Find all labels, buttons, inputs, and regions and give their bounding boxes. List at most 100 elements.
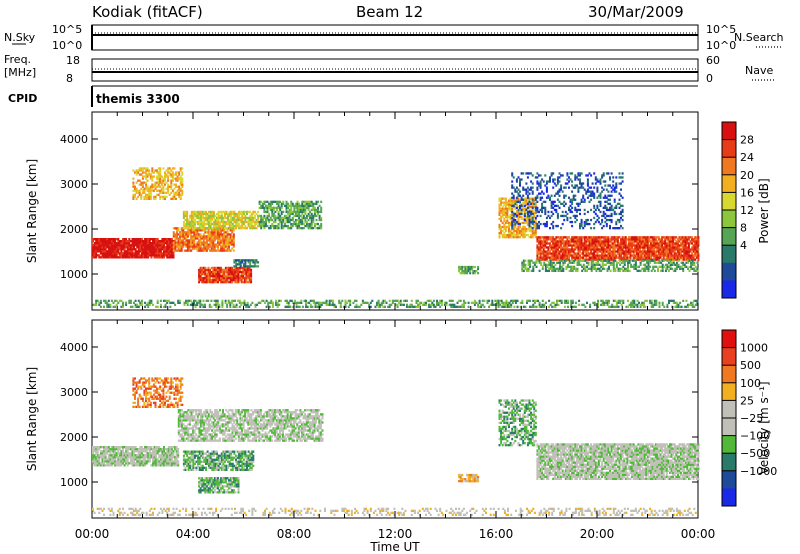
data-cell-power-9 — [607, 244, 610, 247]
data-cell-power-2 — [179, 239, 182, 242]
data-cell-power-0 — [169, 305, 172, 308]
data-cell-power-2 — [224, 245, 227, 248]
data-cell-power-2 — [188, 229, 191, 232]
data-cell-power-3 — [220, 227, 223, 230]
data-cell-power-1 — [126, 250, 129, 253]
data-cell-power-6 — [132, 197, 135, 200]
data-cell-power-9 — [620, 238, 622, 241]
data-cell-power-1 — [156, 254, 159, 257]
data-cell-power-1 — [125, 256, 128, 259]
data-cell-power-8 — [504, 197, 507, 200]
data-cell-power-5 — [213, 276, 216, 280]
data-cell-power-11 — [530, 210, 533, 214]
data-cell-power-3 — [239, 212, 242, 216]
data-cell-power-5 — [210, 281, 213, 284]
data-cell-power-1 — [139, 250, 142, 253]
data-cell-power-0 — [224, 301, 227, 304]
data-cell-power-0 — [349, 299, 352, 302]
data-cell-power-0 — [312, 301, 315, 304]
data-cell-power-9 — [616, 242, 619, 245]
data-cell-power-6 — [137, 189, 140, 192]
data-cell-power-9 — [545, 254, 548, 257]
data-cell-power-0 — [535, 299, 538, 302]
data-cell-power-9 — [659, 238, 662, 241]
data-cell-power-11 — [531, 218, 534, 222]
data-cell-power-9 — [629, 254, 632, 257]
data-cell-power-5 — [229, 266, 232, 270]
data-cell-power-8 — [534, 236, 537, 239]
data-cell-power-3 — [203, 216, 206, 220]
data-cell-power-4 — [279, 206, 282, 209]
data-cell-power-6 — [151, 169, 154, 172]
data-cell-power-4 — [291, 218, 294, 222]
data-cell-power-9 — [680, 248, 682, 251]
data-cell-power-0 — [578, 299, 581, 302]
data-cell-power-2 — [212, 239, 215, 242]
data-cell-power-0 — [221, 303, 224, 306]
data-cell-power-9 — [599, 254, 602, 257]
data-cell-power-1 — [156, 252, 159, 255]
data-cell-power-9 — [586, 246, 589, 249]
data-cell-power-1 — [117, 242, 120, 245]
data-cell-power-2 — [228, 241, 230, 244]
data-cell-power-10 — [604, 263, 607, 266]
data-cell-power-1 — [159, 248, 162, 251]
data-cell-power-4 — [298, 220, 301, 224]
data-cell-power-9 — [616, 240, 619, 243]
data-cell-power-4 — [272, 214, 275, 218]
data-cell-power-3 — [219, 224, 222, 228]
data-cell-power-9 — [585, 238, 588, 241]
data-cell-power-2 — [172, 233, 175, 236]
data-cell-power-5 — [243, 279, 246, 282]
data-cell-power-3 — [190, 212, 193, 216]
data-cell-power-9 — [585, 254, 588, 257]
data-cell-power-8 — [520, 221, 523, 225]
data-cell-power-6 — [143, 175, 146, 178]
data-cell-power-11 — [515, 206, 518, 209]
data-cell-power-0 — [671, 305, 674, 308]
data-cell-power-9 — [687, 252, 690, 255]
data-cell-power-9 — [681, 248, 684, 251]
data-cell-power-2 — [196, 245, 199, 248]
data-cell-power-11 — [512, 212, 515, 216]
data-cell-power-6 — [135, 173, 138, 176]
data-cell-power-0 — [519, 301, 522, 304]
data-cell-power-3 — [192, 224, 195, 228]
data-cell-power-2 — [177, 243, 180, 246]
data-cell-power-2 — [172, 243, 175, 246]
data-cell-power-11 — [536, 222, 539, 226]
data-cell-power-0 — [570, 299, 573, 302]
data-cell-power-4 — [263, 210, 266, 214]
data-cell-power-0 — [133, 301, 135, 304]
data-cell-power-2 — [191, 245, 194, 248]
data-cell-power-8 — [503, 211, 506, 214]
data-cell-power-11 — [549, 196, 551, 199]
data-cell-power-1 — [144, 246, 147, 249]
data-cell-power-2 — [210, 235, 213, 238]
data-cell-power-9 — [651, 246, 654, 249]
data-cell-power-2 — [217, 247, 219, 250]
data-cell-power-6 — [149, 187, 152, 190]
data-cell-power-2 — [182, 229, 185, 232]
data-cell-power-1 — [95, 240, 98, 243]
data-cell-power-8 — [506, 201, 509, 204]
data-cell-power-10 — [582, 267, 585, 270]
data-cell-power-4 — [313, 206, 316, 209]
data-cell-power-4 — [272, 208, 275, 212]
data-cell-power-8 — [522, 225, 525, 229]
data-cell-power-5 — [209, 279, 212, 282]
data-cell-power-0 — [331, 299, 334, 302]
data-cell-power-11 — [525, 192, 528, 195]
data-cell-power-9 — [645, 256, 648, 259]
data-cell-power-0 — [606, 303, 609, 306]
data-cell-power-10 — [563, 261, 566, 264]
data-cell-power-3 — [200, 224, 203, 228]
data-cell-power-3 — [231, 216, 234, 220]
data-cell-power-5 — [212, 272, 215, 276]
data-cell-power-1 — [123, 252, 126, 255]
data-cell-power-10 — [590, 263, 593, 266]
data-cell-power-1 — [103, 244, 105, 247]
data-cell-power-0 — [633, 303, 636, 306]
freq-unit: [MHz] — [4, 66, 36, 79]
data-cell-power-9 — [588, 256, 591, 259]
